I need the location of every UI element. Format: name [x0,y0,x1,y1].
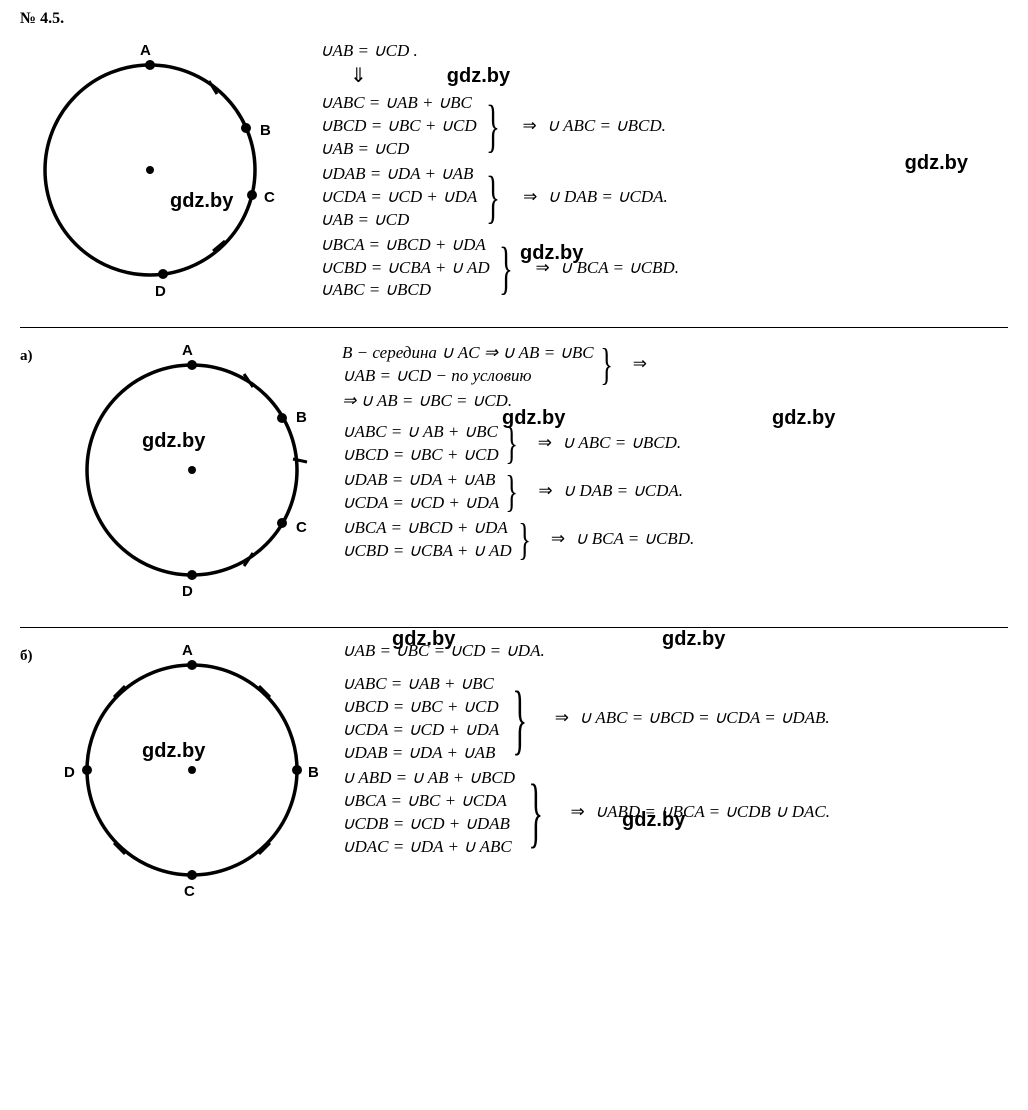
section-3: б) A B C D gdz.by gdz.by gdz.by ∪AB = ∪BC =… [20,632,1008,923]
math-line: ∪ABC = ∪BCD [320,279,490,302]
brace-icon: } [528,777,543,847]
math-line: ∪AB = ∪CD [320,138,477,161]
brace-icon: } [486,171,500,223]
math-line: ∪ABC = ∪AB + ∪BC [320,92,477,115]
brace-icon: } [505,424,518,464]
watermark: gdz.by [662,626,725,653]
watermark: gdz.by [170,190,233,213]
math-line: ∪CDA = ∪CD + ∪DA [342,492,499,515]
math-line: ∪CBD = ∪CBA + ∪ AD [342,540,512,563]
arrow-icon: ⇒ [538,432,552,455]
arrow-icon: ⇒ [570,801,584,824]
watermark: gdz.by [905,150,968,177]
math-line: ∪ABC = ∪ AB + ∪BC [342,421,499,444]
math-line: ∪CBD = ∪CBA + ∪ AD [320,257,490,280]
math-3: gdz.by gdz.by ∪AB = ∪BC = ∪CD = ∪DA. ∪AB… [342,640,1008,860]
svg-text:D: D [64,764,75,781]
watermark: gdz.by [142,740,205,763]
math-line: ∪BCD = ∪BC + ∪CD [320,115,477,138]
svg-text:B: B [260,122,271,139]
line: B − середина ∪ AC ⇒ ∪ AB = ∪BC [342,342,594,365]
math-1: ∪AB = ∪CD . ⇓ gdz.by ∪ABC = ∪AB + ∪BC∪BC… [320,40,1008,304]
svg-text:B: B [296,409,307,426]
svg-text:D: D [182,583,193,600]
math-line: ∪DAB = ∪DA + ∪AB [320,163,477,186]
result-line: ∪ BCA = ∪CBD. [575,528,694,551]
brace-icon: } [600,345,613,385]
svg-text:C: C [296,519,307,536]
arrow-icon: ⇒ [538,480,552,503]
brace-icon: } [505,472,518,512]
watermark: gdz.by [392,626,455,653]
svg-text:B: B [308,764,319,781]
result-line: ∪ ABC = ∪BCD = ∪CDA = ∪DAB. [579,707,830,730]
result-line: ∪ DAB = ∪CDA. [547,186,667,209]
arrow-icon: ⇒ [633,353,647,376]
watermark: gdz.by [520,240,583,267]
math-line: ∪BCD = ∪BC + ∪CD [342,696,499,719]
line: ⇒ ∪ AB = ∪BC = ∪CD. [342,390,1008,413]
diagram-1: A B C D gdz.by [20,40,320,315]
math-line: ∪CDA = ∪CD + ∪DA [342,719,499,742]
section-2: а) A B C D gdz.by B − середина ∪ AC ⇒ ∪ AB … [20,332,1008,623]
brace-icon: } [518,520,531,560]
label-a: а) [20,340,42,365]
label-b: б) [20,640,42,665]
watermark: gdz.by [142,430,205,453]
math-line: ∪CDB = ∪CD + ∪DAB [342,813,515,836]
divider [20,327,1008,328]
arrow-icon: ⇒ [555,707,569,730]
math-line: ∪DAC = ∪DA + ∪ ABC [342,836,515,859]
brace-icon: } [499,242,513,294]
line: ∪AB = ∪CD − по условию [342,365,594,388]
watermark: gdz.by [447,63,510,90]
svg-text:D: D [155,283,166,300]
math-line: ∪DAB = ∪DA + ∪AB [342,469,499,492]
math-line: ∪CDA = ∪CD + ∪DA [320,186,477,209]
math-line: ∪ ABD = ∪ AB + ∪BCD [342,767,515,790]
result-line: ∪ DAB = ∪CDA. [563,480,683,503]
math-line: ∪BCA = ∪BCD + ∪DA [342,517,512,540]
diagram-3: A B C D gdz.by [42,640,342,915]
math-line: ∪BCD = ∪BC + ∪CD [342,444,499,467]
math-line: ∪BCA = ∪BCD + ∪DA [320,234,490,257]
math-line: ∪BCA = ∪BC + ∪CDA [342,790,515,813]
arrow-icon: ⇒ [522,115,536,138]
divider [20,627,1008,628]
result-line: ∪ ABC = ∪BCD. [547,115,666,138]
svg-text:A: A [182,342,193,359]
svg-text:A: A [182,642,193,659]
math-line: ∪DAB = ∪DA + ∪AB [342,742,499,765]
line-ab-cd: ∪AB = ∪CD . [320,40,418,63]
watermark: gdz.by [772,405,835,432]
exercise-number: № 4.5. [20,10,1008,28]
brace-icon: } [486,100,500,152]
section-1: A B C D gdz.by ∪AB = ∪CD . ⇓ gdz.by ∪ABC = … [20,32,1008,323]
diagram-2: A B C D gdz.by [42,340,342,615]
arrow-icon: ⇒ [551,528,565,551]
arrow-icon: ⇒ [523,186,537,209]
svg-text:C: C [184,883,195,900]
down-arrow: ⇓ [350,63,367,90]
result-line: ∪ ABC = ∪BCD. [562,432,681,455]
math-line: ∪ABC = ∪AB + ∪BC [342,673,499,696]
brace-icon: } [512,684,527,754]
math-line: ∪AB = ∪CD [320,209,477,232]
svg-text:C: C [264,189,275,206]
math-2: B − середина ∪ AC ⇒ ∪ AB = ∪BC ∪AB = ∪CD… [342,340,1008,564]
watermark: gdz.by [622,807,685,834]
svg-text:A: A [140,42,151,59]
